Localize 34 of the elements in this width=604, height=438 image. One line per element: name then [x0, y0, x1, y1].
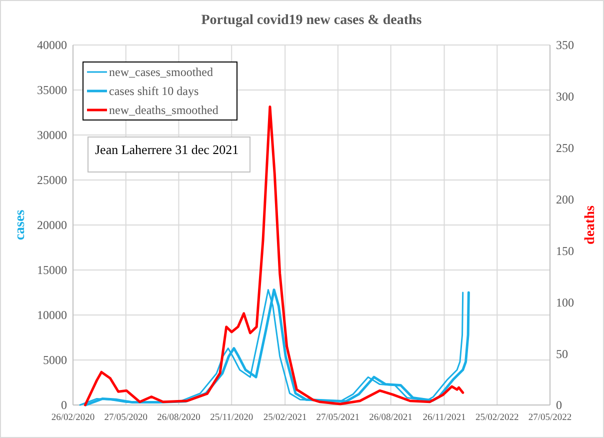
y-tick-label: 0 — [61, 398, 67, 412]
y2-tick-label: 0 — [556, 398, 562, 412]
annotation: Jean Laherrere 31 dec 2021 — [95, 142, 239, 157]
y-axis-title: cases — [13, 209, 28, 240]
y2-tick-label: 300 — [556, 90, 574, 104]
x-tick-label: 26/08/2021 — [369, 413, 413, 423]
legend-label: cases shift 10 days — [109, 84, 199, 98]
y2-tick-label: 250 — [556, 141, 574, 156]
y2-tick-label: 50 — [556, 346, 568, 361]
y2-tick-label: 200 — [556, 192, 574, 206]
x-tick-label: 27/05/2022 — [528, 413, 572, 423]
y2-tick-label: 150 — [556, 244, 574, 258]
y-tick-label: 10000 — [37, 308, 67, 322]
x-tick-label: 27/05/2021 — [316, 413, 360, 423]
y2-tick-label: 100 — [556, 295, 574, 310]
y-tick-label: 25000 — [37, 173, 67, 188]
y-tick-label: 20000 — [37, 218, 67, 232]
y-tick-label: 35000 — [37, 83, 67, 98]
x-tick-label: 25/02/2021 — [263, 413, 307, 423]
y2-tick-label: 350 — [556, 38, 574, 52]
y-tick-label: 40000 — [37, 38, 67, 52]
y-tick-label: 30000 — [37, 128, 67, 142]
x-tick-label: 26/11/2021 — [422, 413, 466, 423]
legend-label: new_deaths_smoothed — [109, 103, 218, 118]
y-tick-label: 5000 — [43, 353, 67, 368]
x-tick-label: 26/02/2020 — [51, 413, 95, 423]
x-tick-label: 26/08/2020 — [157, 413, 201, 423]
y2-axis-title: deaths — [583, 205, 598, 244]
y-tick-label: 15000 — [37, 263, 67, 278]
x-tick-label: 25/02/2022 — [475, 413, 520, 423]
chart-title: Portugal covid19 new cases & deaths — [201, 13, 422, 28]
x-tick-label: 27/05/2020 — [104, 413, 148, 423]
x-tick-label: 25/11/2020 — [210, 413, 254, 423]
legend-label: new_cases_smoothed — [109, 65, 213, 80]
